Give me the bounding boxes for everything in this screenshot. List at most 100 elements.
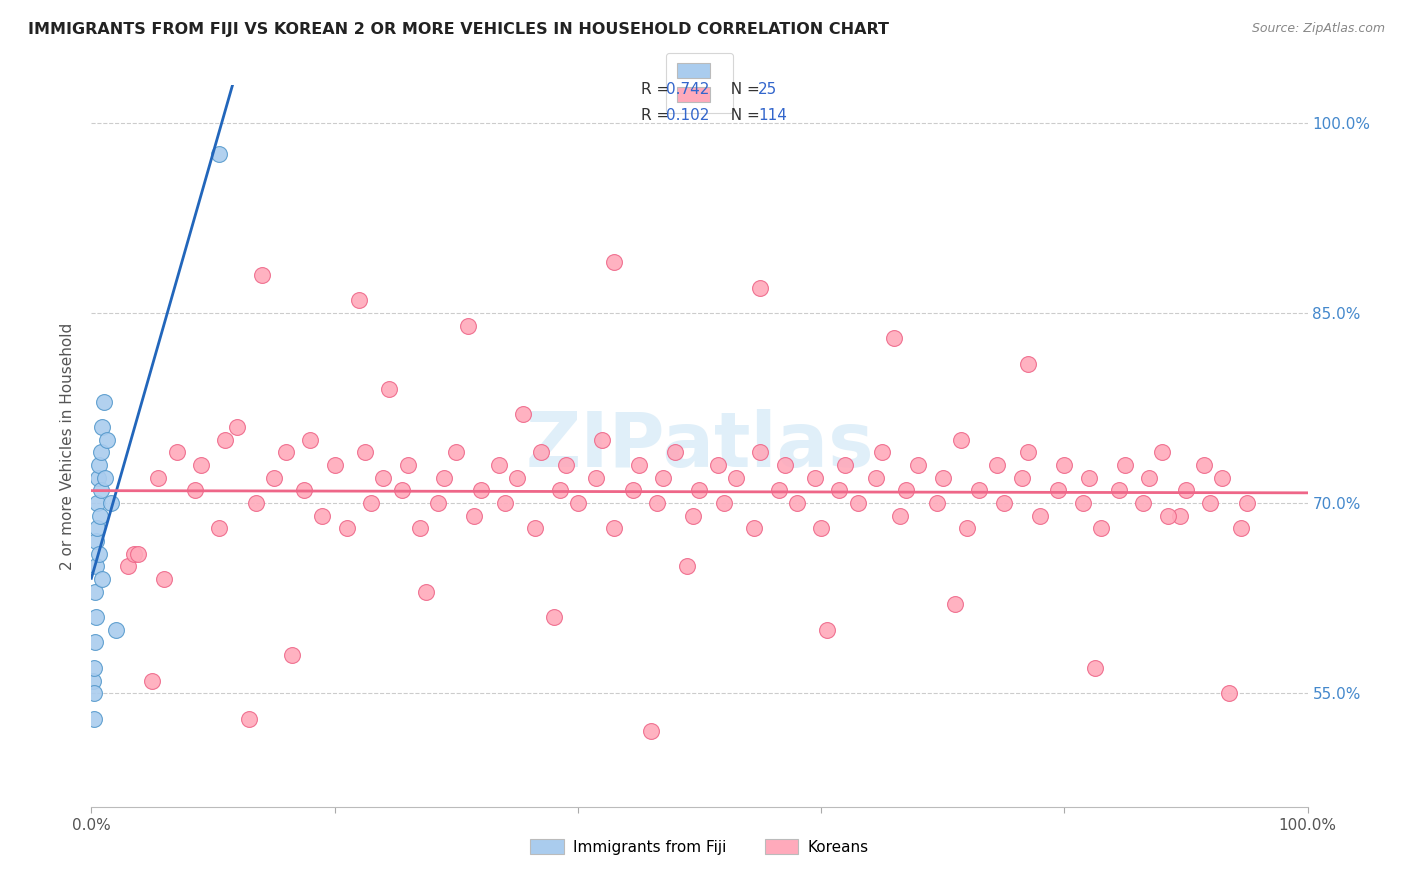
Point — [89, 508, 111, 523]
Point — [967, 483, 990, 498]
Point — [91, 572, 114, 586]
Point — [949, 433, 972, 447]
Point — [94, 471, 117, 485]
Point — [494, 496, 516, 510]
Point — [1090, 521, 1112, 535]
Point — [190, 458, 212, 472]
Point — [1077, 471, 1099, 485]
Point — [1011, 471, 1033, 485]
Point — [645, 496, 668, 510]
Text: R =: R = — [641, 109, 675, 123]
Text: R =: R = — [641, 82, 675, 96]
Text: 0.102: 0.102 — [666, 109, 710, 123]
Point — [773, 458, 796, 472]
Point — [1108, 483, 1130, 498]
Point — [943, 598, 966, 612]
Point — [889, 508, 911, 523]
Point — [263, 471, 285, 485]
Point — [84, 534, 107, 549]
Point — [89, 483, 111, 498]
Point — [786, 496, 808, 510]
Point — [409, 521, 432, 535]
Point — [554, 458, 576, 472]
Point — [299, 433, 322, 447]
Point — [664, 445, 686, 459]
Point — [713, 496, 735, 510]
Point — [1218, 686, 1240, 700]
Point — [238, 712, 260, 726]
Point — [846, 496, 869, 510]
Point — [1114, 458, 1136, 472]
Point — [907, 458, 929, 472]
Text: N =: N = — [721, 109, 765, 123]
Point — [548, 483, 571, 498]
Point — [1047, 483, 1070, 498]
Point — [87, 471, 110, 485]
Text: IMMIGRANTS FROM FIJI VS KOREAN 2 OR MORE VEHICLES IN HOUSEHOLD CORRELATION CHART: IMMIGRANTS FROM FIJI VS KOREAN 2 OR MORE… — [28, 22, 889, 37]
Point — [1071, 496, 1094, 510]
Text: 0.742: 0.742 — [666, 82, 710, 96]
Point — [1053, 458, 1076, 472]
Point — [688, 483, 710, 498]
Point — [543, 610, 565, 624]
Point — [883, 331, 905, 345]
Text: 25: 25 — [758, 82, 778, 96]
Point — [724, 471, 747, 485]
Point — [347, 293, 370, 308]
Point — [208, 147, 231, 161]
Point — [83, 686, 105, 700]
Point — [585, 471, 607, 485]
Point — [311, 508, 333, 523]
Point — [378, 382, 401, 396]
Point — [1157, 508, 1180, 523]
Point — [83, 635, 105, 649]
Point — [84, 584, 107, 599]
Point — [86, 521, 108, 535]
Point — [90, 445, 112, 459]
Point — [117, 559, 139, 574]
Point — [226, 420, 249, 434]
Point — [84, 559, 107, 574]
Legend: Immigrants from Fiji, Koreans: Immigrants from Fiji, Koreans — [524, 833, 875, 861]
Point — [148, 471, 170, 485]
Point — [86, 610, 108, 624]
Point — [1150, 445, 1173, 459]
Point — [1132, 496, 1154, 510]
Point — [1139, 471, 1161, 485]
Point — [292, 483, 315, 498]
Point — [870, 445, 893, 459]
Point — [281, 648, 304, 662]
Point — [104, 623, 127, 637]
Point — [166, 445, 188, 459]
Point — [93, 394, 115, 409]
Point — [742, 521, 765, 535]
Point — [141, 673, 163, 688]
Point — [1192, 458, 1215, 472]
Text: N =: N = — [721, 82, 765, 96]
Point — [87, 547, 110, 561]
Point — [360, 496, 382, 510]
Text: 114: 114 — [758, 109, 787, 123]
Point — [986, 458, 1008, 472]
Point — [956, 521, 979, 535]
Text: ZIPatlas: ZIPatlas — [526, 409, 873, 483]
Point — [1017, 357, 1039, 371]
Point — [640, 724, 662, 739]
Point — [591, 433, 613, 447]
Point — [1084, 661, 1107, 675]
Point — [415, 584, 437, 599]
Point — [815, 623, 838, 637]
Point — [993, 496, 1015, 510]
Point — [768, 483, 790, 498]
Point — [1168, 508, 1191, 523]
Point — [250, 268, 273, 282]
Point — [100, 496, 122, 510]
Point — [1017, 445, 1039, 459]
Point — [810, 521, 832, 535]
Point — [245, 496, 267, 510]
Point — [354, 445, 377, 459]
Point — [323, 458, 346, 472]
Point — [86, 496, 108, 510]
Point — [603, 255, 626, 269]
Point — [834, 458, 856, 472]
